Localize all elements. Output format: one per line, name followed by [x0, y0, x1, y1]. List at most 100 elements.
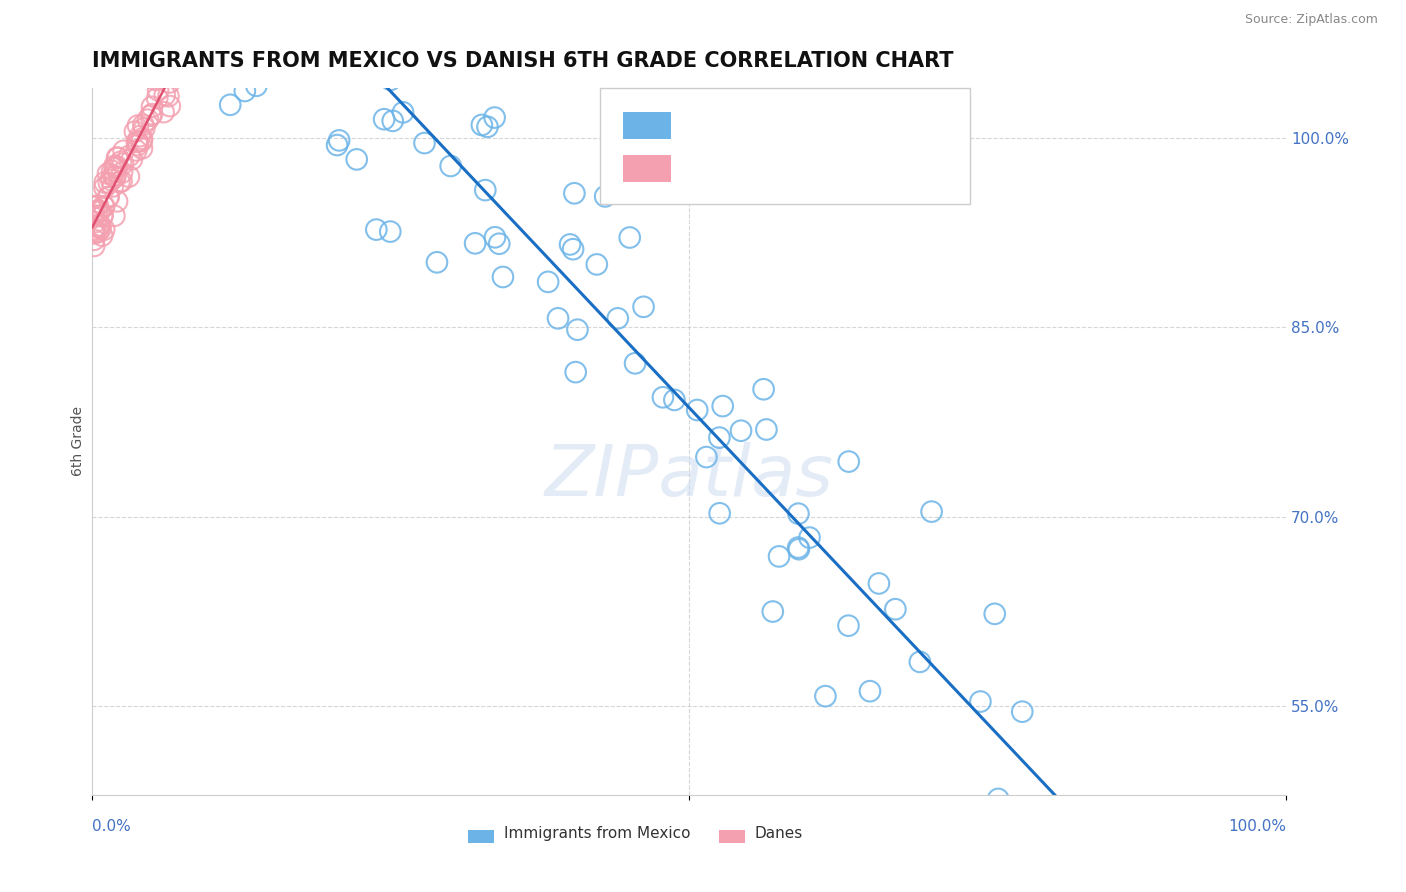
- Point: [127, 138, 149, 153]
- Point: [129, 129, 152, 144]
- Text: IMMIGRANTS FROM MEXICO VS DANISH 6TH GRADE CORRELATION CHART: IMMIGRANTS FROM MEXICO VS DANISH 6TH GRA…: [93, 51, 953, 70]
- Point: [83, 208, 105, 222]
- Point: [768, 549, 790, 564]
- Point: [280, 20, 302, 34]
- Text: 0.0%: 0.0%: [93, 820, 131, 834]
- Point: [194, 15, 217, 29]
- Point: [104, 169, 127, 184]
- Point: [159, 75, 181, 89]
- Point: [983, 607, 1005, 621]
- Point: [391, 21, 413, 35]
- Point: [118, 169, 141, 184]
- Point: [86, 203, 108, 218]
- Point: [107, 151, 129, 165]
- Point: [413, 136, 436, 150]
- Point: [121, 153, 143, 167]
- Point: [381, 113, 404, 128]
- Point: [125, 135, 148, 149]
- Point: [567, 323, 589, 337]
- Point: [755, 423, 778, 437]
- Point: [131, 134, 153, 148]
- Point: [103, 159, 125, 173]
- Point: [110, 154, 132, 169]
- Point: [347, 0, 370, 12]
- Point: [89, 219, 111, 233]
- Point: [547, 311, 569, 326]
- Point: [103, 209, 125, 223]
- Point: [186, 8, 208, 22]
- Point: [354, 42, 377, 56]
- Point: [558, 237, 581, 252]
- Point: [328, 0, 350, 14]
- Text: Immigrants from Mexico: Immigrants from Mexico: [503, 826, 690, 841]
- Point: [134, 121, 156, 136]
- Point: [193, 11, 215, 25]
- Point: [624, 356, 647, 370]
- Point: [105, 194, 128, 209]
- Point: [686, 403, 709, 417]
- Point: [188, 51, 211, 65]
- Point: [366, 0, 388, 14]
- Point: [333, 26, 356, 40]
- Point: [787, 507, 810, 521]
- Y-axis label: 6th Grade: 6th Grade: [72, 406, 86, 476]
- FancyBboxPatch shape: [599, 87, 970, 204]
- Point: [787, 541, 810, 555]
- Point: [87, 198, 110, 212]
- Point: [633, 300, 655, 314]
- Point: [87, 225, 110, 239]
- Point: [163, 63, 186, 78]
- Point: [93, 222, 115, 236]
- Point: [619, 230, 641, 244]
- Point: [484, 230, 506, 244]
- Point: [709, 506, 731, 520]
- Point: [110, 174, 132, 188]
- Point: [97, 190, 120, 204]
- Point: [111, 156, 134, 170]
- Point: [91, 228, 114, 243]
- Point: [326, 138, 349, 153]
- Point: [752, 382, 775, 396]
- Point: [1011, 705, 1033, 719]
- Point: [82, 199, 104, 213]
- Point: [159, 44, 181, 58]
- Point: [564, 365, 586, 379]
- Point: [166, 48, 188, 62]
- Point: [195, 29, 218, 44]
- Point: [91, 210, 114, 224]
- FancyBboxPatch shape: [468, 830, 495, 843]
- Point: [969, 694, 991, 708]
- Point: [537, 275, 560, 289]
- Point: [434, 54, 457, 68]
- Point: [156, 70, 179, 84]
- Text: Danes: Danes: [755, 826, 803, 841]
- Point: [146, 91, 169, 105]
- Point: [104, 169, 127, 184]
- Point: [562, 242, 585, 256]
- Point: [112, 144, 135, 158]
- Point: [101, 164, 124, 178]
- Point: [709, 431, 731, 445]
- Point: [170, 59, 193, 73]
- Point: [82, 210, 104, 224]
- Point: [814, 689, 837, 703]
- Point: [346, 153, 368, 167]
- Point: [366, 222, 388, 236]
- Point: [93, 176, 115, 190]
- Point: [93, 199, 115, 213]
- Point: [83, 239, 105, 253]
- Point: [730, 424, 752, 438]
- Point: [105, 160, 128, 174]
- Point: [89, 204, 111, 219]
- Point: [93, 199, 115, 213]
- Point: [131, 131, 153, 145]
- Point: [380, 72, 402, 87]
- Point: [87, 219, 110, 233]
- Point: [838, 454, 860, 468]
- Point: [440, 159, 463, 173]
- Point: [146, 83, 169, 97]
- Point: [83, 227, 105, 241]
- Point: [392, 105, 415, 120]
- Text: R = -0.468   N = 138: R = -0.468 N = 138: [689, 118, 889, 136]
- Point: [83, 233, 105, 247]
